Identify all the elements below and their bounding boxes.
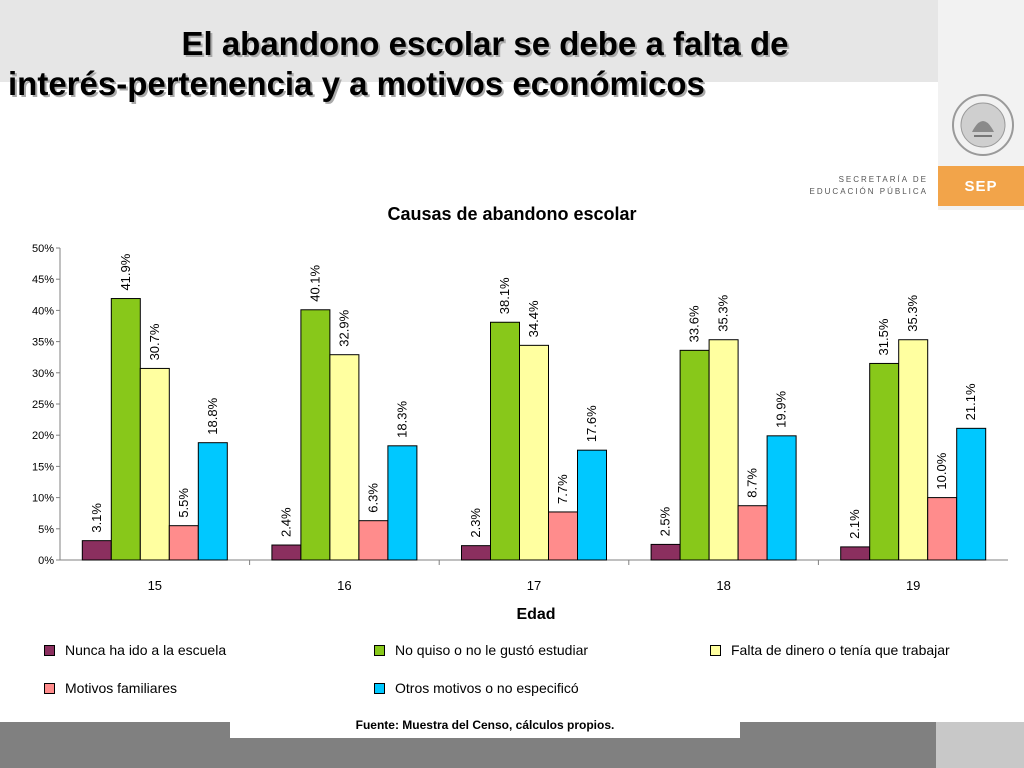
data-label: 35.3% (905, 294, 920, 331)
bar (956, 427, 987, 561)
data-label: 40.1% (307, 264, 322, 301)
sep-badge: SEP (938, 166, 1024, 206)
x-tick-label: 17 (527, 578, 541, 593)
y-tick-label: 0% (38, 555, 54, 567)
data-label: 21.1% (963, 383, 978, 420)
secretaria-line2: EDUCACIÓN PÚBLICA (809, 187, 928, 196)
bar (548, 511, 578, 561)
bar (110, 298, 141, 561)
slide-title-line2: interés-pertenencia y a motivos económic… (8, 65, 705, 102)
data-label: 2.4% (278, 507, 293, 537)
data-label: 41.9% (118, 253, 133, 290)
legend-item: Falta de dinero o tenía que trabajar (710, 642, 950, 658)
data-label: 5.5% (176, 488, 191, 518)
data-label: 8.7% (745, 468, 760, 498)
bar (197, 442, 228, 561)
bar (766, 435, 797, 561)
footer-accent (936, 722, 1024, 768)
data-label: 34.4% (526, 300, 541, 337)
legend-swatch (44, 682, 55, 694)
y-tick-label: 45% (32, 274, 54, 286)
data-label: 2.3% (468, 508, 483, 538)
bar (577, 449, 607, 561)
bar (490, 321, 520, 561)
legend-swatch (374, 644, 385, 656)
bar (358, 520, 389, 561)
data-label: 2.5% (658, 506, 673, 536)
y-tick-label: 30% (32, 368, 54, 380)
data-label: 6.3% (365, 483, 380, 513)
data-label: 35.3% (716, 294, 731, 331)
bar-chart: 0% 5% 10% 15% 20% 25% 30% 35% 40% 45% 50% 15 3.1% 41.… (32, 243, 1008, 593)
secretaria-label: SECRETARÍA DE EDUCACIÓN PÚBLICA (788, 174, 928, 198)
data-label: 33.6% (687, 305, 702, 342)
data-label: 38.1% (497, 277, 512, 314)
data-label: 31.5% (876, 318, 891, 355)
legend-swatch (44, 644, 55, 656)
legend-label: Nunca ha ido a la escuela (65, 642, 227, 658)
chart-title: Causas de abandono escolar (387, 204, 637, 224)
data-label: 32.9% (336, 309, 351, 346)
data-label: 18.8% (205, 397, 220, 434)
legend-item: No quiso o no le gustó estudiar (374, 642, 588, 658)
x-tick-label: 16 (337, 578, 351, 593)
slide-title: El abandono escolar se debe a falta de i… (0, 24, 970, 104)
data-label: 17.6% (584, 405, 599, 442)
bar (329, 354, 360, 561)
data-label: 3.1% (89, 503, 104, 533)
data-label: 7.7% (555, 474, 570, 504)
bar (840, 546, 871, 561)
y-tick-label: 50% (32, 243, 54, 255)
chart-legend: Nunca ha ido a la escuela No quiso o no l… (44, 642, 1024, 712)
data-label: 19.9% (774, 391, 789, 428)
y-tick-label: 5% (38, 524, 54, 536)
y-tick-label: 20% (32, 430, 54, 442)
bar (737, 505, 768, 561)
bar (461, 545, 491, 561)
data-label: 30.7% (147, 323, 162, 360)
data-label: 2.1% (847, 509, 862, 539)
bar (139, 367, 170, 561)
bar (271, 544, 302, 561)
x-tick-label: 19 (906, 578, 920, 593)
legend-item: Nunca ha ido a la escuela (44, 642, 226, 658)
bar (300, 309, 331, 561)
bar (168, 525, 199, 561)
data-label: 18.3% (394, 401, 409, 438)
bar (898, 339, 929, 561)
slide-title-line1: El abandono escolar se debe a falta de (181, 25, 789, 62)
x-tick-label: 15 (148, 578, 162, 593)
title-band (0, 0, 940, 82)
y-tick-label: 10% (32, 493, 54, 505)
legend-label: Otros motivos o no especificó (395, 680, 579, 696)
y-tick-label: 35% (32, 337, 54, 349)
y-tick-label: 15% (32, 461, 54, 473)
bar (679, 349, 710, 561)
bar (81, 540, 112, 561)
legend-swatch (710, 644, 721, 656)
legend-item: Motivos familiares (44, 680, 177, 696)
legend-item: Otros motivos o no especificó (374, 680, 579, 696)
bar (869, 362, 900, 561)
legend-label: Motivos familiares (65, 680, 178, 696)
bar (708, 339, 739, 561)
mexican-seal-icon (952, 94, 1014, 156)
bar (387, 445, 418, 561)
legend-label: Falta de dinero o tenía que trabajar (731, 642, 950, 658)
bar (927, 497, 958, 561)
x-tick-label: 18 (716, 578, 730, 593)
source-note: Fuente: Muestra del Censo, cálculos prop… (230, 710, 740, 738)
y-tick-label: 25% (32, 399, 54, 411)
bar (650, 543, 681, 561)
secretaria-line1: SECRETARÍA DE (838, 175, 928, 184)
legend-swatch (374, 682, 385, 694)
y-tick-label: 40% (32, 305, 54, 317)
legend-label: No quiso o no le gustó estudiar (395, 642, 589, 658)
x-axis-label: Edad (516, 606, 556, 623)
bar (519, 344, 549, 561)
data-label: 10.0% (934, 452, 949, 489)
